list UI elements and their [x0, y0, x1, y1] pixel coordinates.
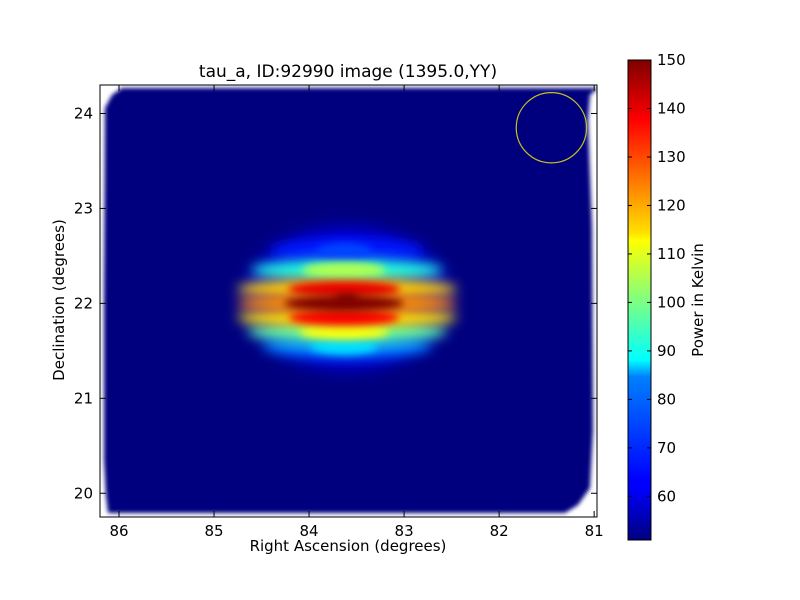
colorbar-tick-label: 140 [657, 99, 686, 117]
source-blob [237, 228, 458, 369]
y-tick-label: 23 [74, 199, 93, 217]
colorbar-tick-label: 110 [657, 245, 686, 263]
colorbar-tick-label: 90 [657, 342, 676, 360]
y-axis-label: Declination (degrees) [50, 219, 68, 381]
source-lobe-core [316, 243, 372, 260]
x-tick-label: 81 [585, 522, 604, 540]
x-tick-label: 82 [490, 522, 509, 540]
x-tick-label: 83 [395, 522, 414, 540]
x-tick-label: 86 [109, 522, 128, 540]
chart-title: tau_a, ID:92990 image (1395.0,YY) [199, 62, 497, 82]
y-tick-label: 22 [74, 294, 93, 312]
x-tick-label: 84 [300, 522, 319, 540]
beam-circle [515, 91, 588, 164]
x-tick-label: 85 [204, 522, 223, 540]
colorbar-tick-label: 80 [657, 390, 676, 408]
y-tick-label: 24 [74, 104, 93, 122]
source-peak [335, 293, 360, 304]
colorbar-ticks: 60 70 80 90 100 110 120 130 140 150 [628, 51, 686, 505]
x-axis-label: Right Ascension (degrees) [250, 537, 447, 555]
colorbar-tick-label: 70 [657, 439, 676, 457]
plot-frame [99, 84, 598, 518]
source-lobe-core [299, 323, 389, 340]
colorbar-tick-label: 150 [657, 51, 686, 69]
source-lobe-core [288, 281, 401, 298]
colorbar-tick-label: 100 [657, 293, 686, 311]
colorbar-tick-label: 130 [657, 148, 686, 166]
colorbar [627, 59, 652, 541]
source-lobe-core [288, 309, 400, 326]
colorbar-label: Power in Kelvin [689, 243, 707, 357]
source-lobe-core [302, 262, 386, 279]
y-tick-label: 21 [74, 389, 93, 407]
heatmap-image [104, 88, 597, 513]
source-lobe-core [310, 338, 378, 355]
x-axis-ticks: 86 85 84 83 82 81 [109, 85, 604, 540]
y-tick-label: 20 [74, 484, 93, 502]
y-axis-ticks: 20 21 22 23 24 [74, 104, 597, 502]
colorbar-tick-label: 120 [657, 196, 686, 214]
colorbar-tick-label: 60 [657, 487, 676, 505]
